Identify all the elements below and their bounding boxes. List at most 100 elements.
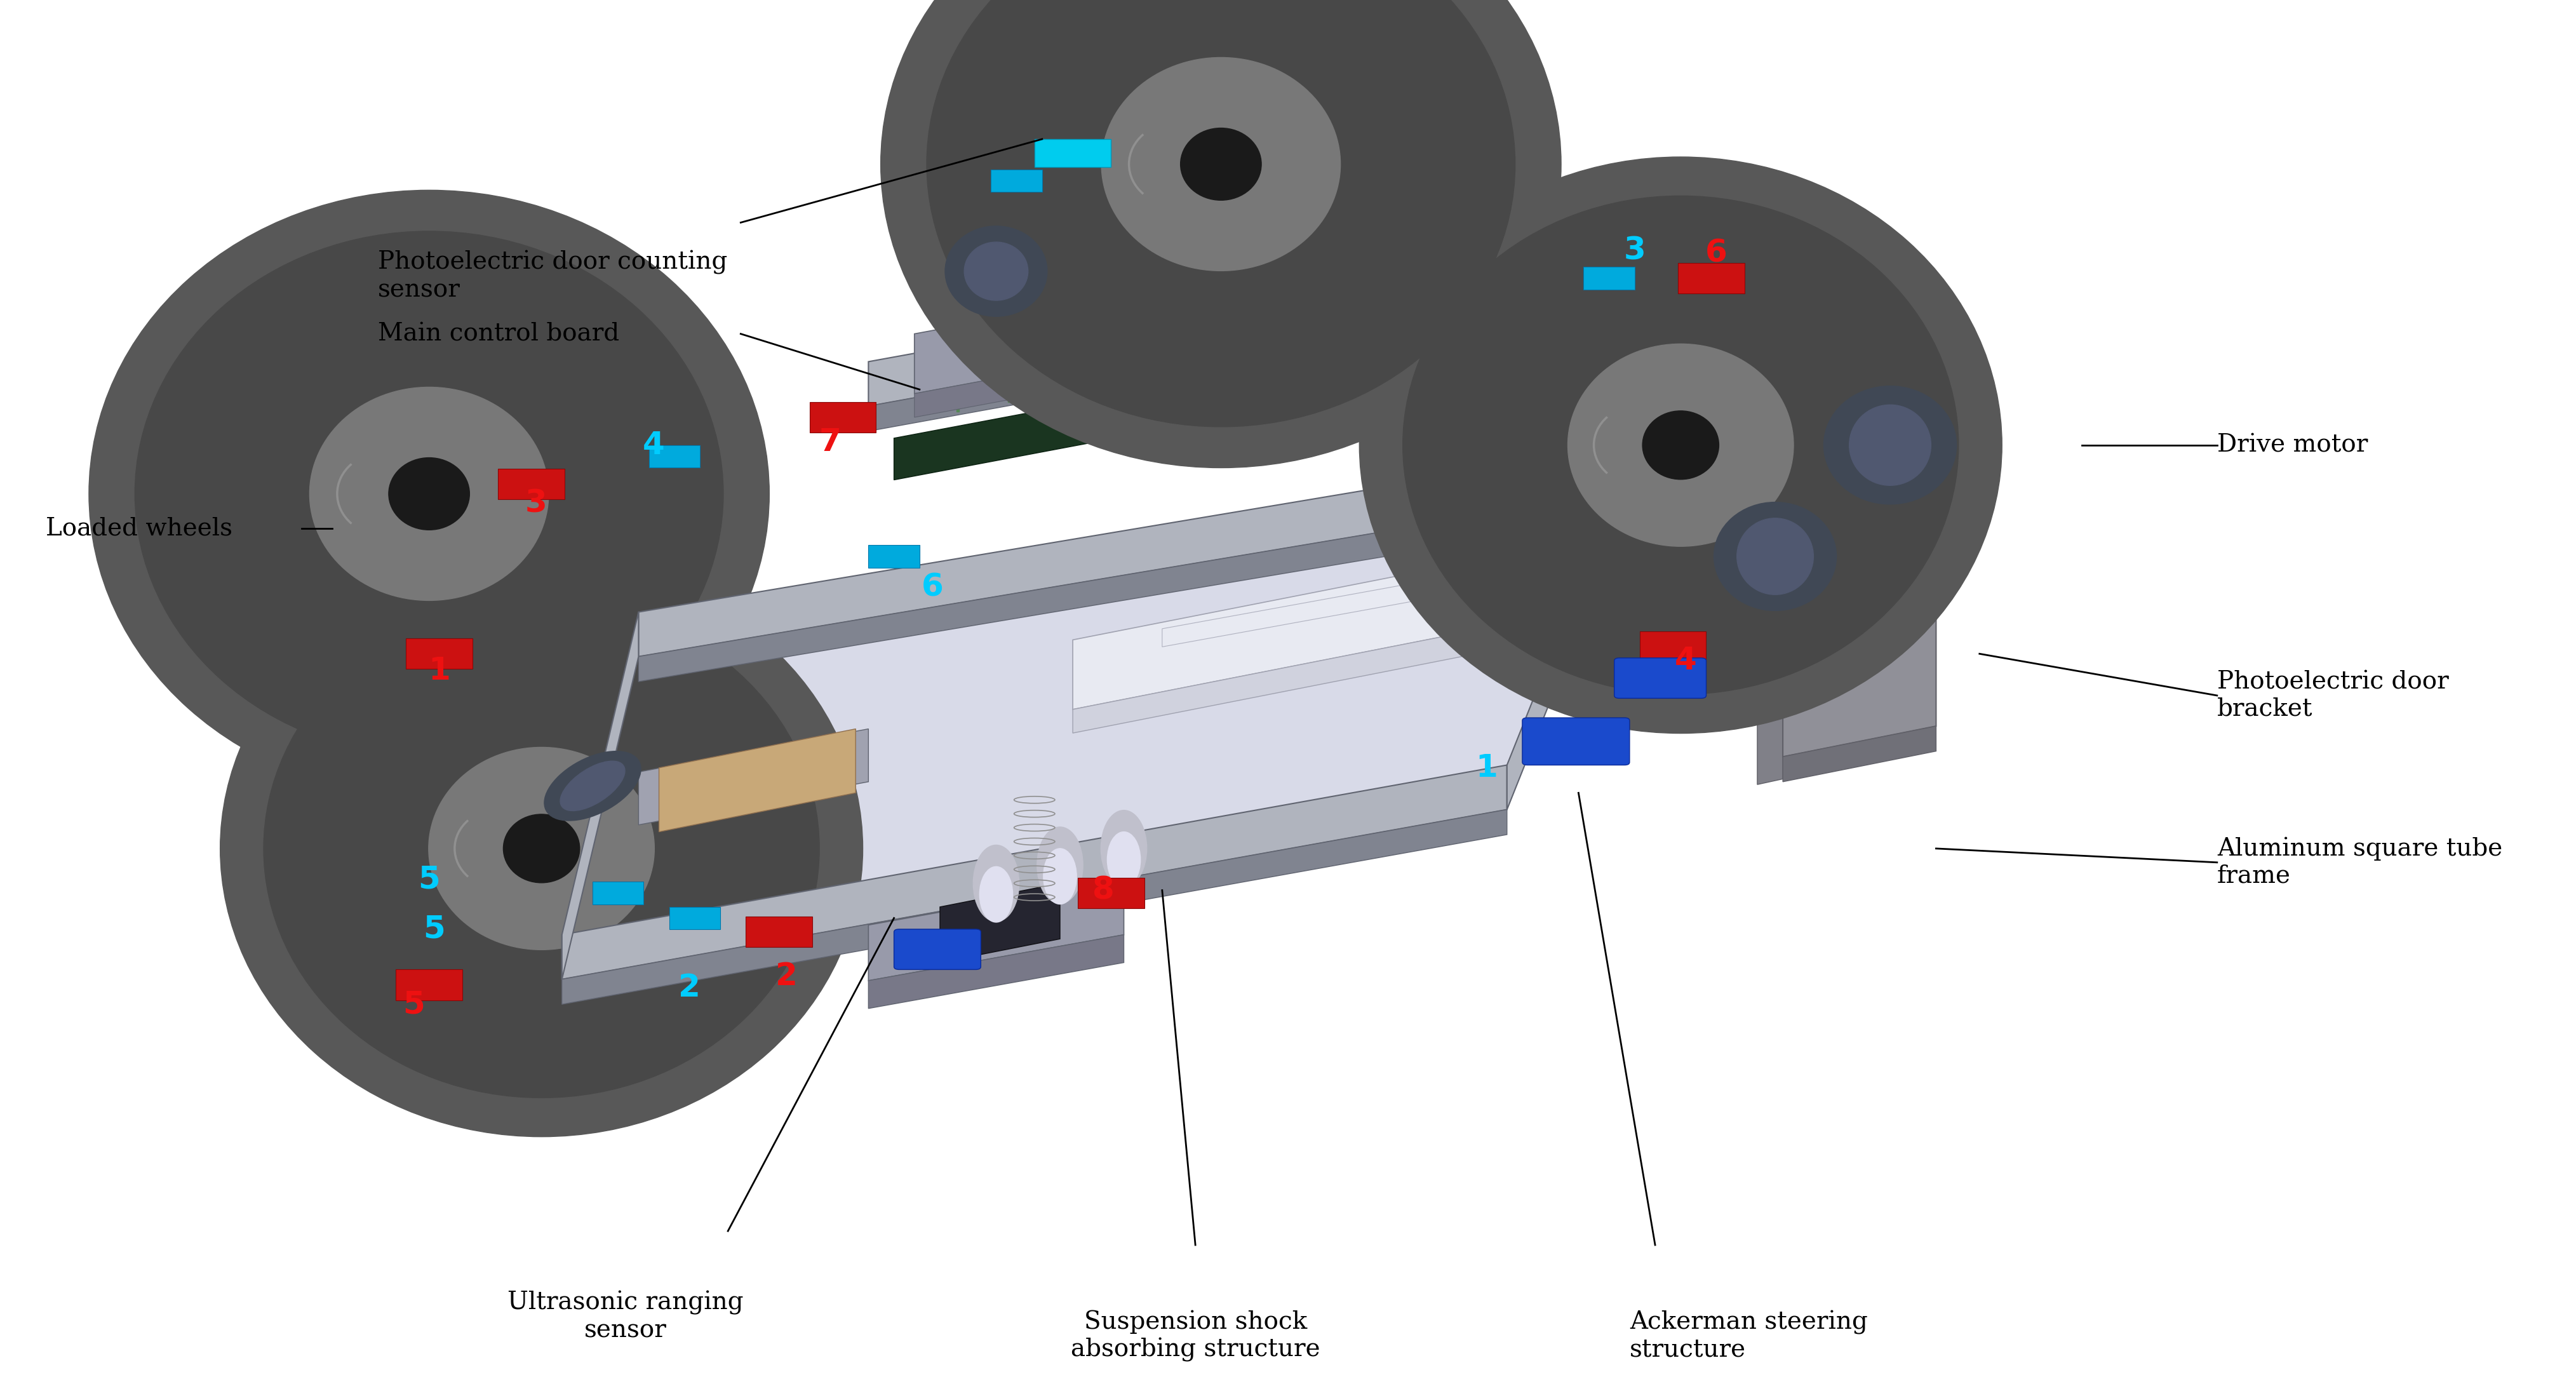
Polygon shape	[1072, 619, 1533, 733]
Polygon shape	[1533, 540, 1574, 643]
Ellipse shape	[927, 0, 1515, 427]
Ellipse shape	[1180, 128, 1262, 200]
Text: Aluminum square tube
frame: Aluminum square tube frame	[2218, 837, 2501, 887]
Bar	[992, 170, 1043, 192]
Bar	[670, 907, 721, 929]
Polygon shape	[894, 376, 1226, 480]
Ellipse shape	[1850, 405, 1932, 485]
Polygon shape	[868, 223, 1636, 406]
Polygon shape	[971, 266, 1584, 325]
Ellipse shape	[1103, 57, 1340, 271]
Polygon shape	[562, 612, 639, 979]
Bar	[1077, 878, 1144, 908]
Text: 5: 5	[417, 864, 440, 894]
Polygon shape	[914, 271, 1252, 394]
Ellipse shape	[945, 227, 1048, 317]
Polygon shape	[971, 282, 1584, 342]
Text: Suspension shock
absorbing structure: Suspension shock absorbing structure	[1072, 1310, 1319, 1362]
Ellipse shape	[263, 600, 819, 1097]
Text: Photoelectric door
bracket: Photoelectric door bracket	[2218, 670, 2450, 721]
Polygon shape	[1597, 556, 1839, 664]
Ellipse shape	[428, 747, 654, 950]
Ellipse shape	[219, 561, 863, 1136]
Text: Loaded wheels: Loaded wheels	[46, 517, 232, 540]
Bar	[497, 469, 564, 499]
Text: 6: 6	[1705, 238, 1728, 268]
Ellipse shape	[245, 330, 613, 658]
Ellipse shape	[1713, 502, 1837, 611]
Text: Photoelectric door counting
sensor: Photoelectric door counting sensor	[379, 250, 726, 302]
Ellipse shape	[368, 693, 716, 1004]
Text: Ackerman steering
structure: Ackerman steering structure	[1631, 1310, 1868, 1362]
Text: 2: 2	[775, 961, 799, 992]
Polygon shape	[971, 232, 1584, 292]
Polygon shape	[940, 883, 1059, 963]
Polygon shape	[1507, 445, 1636, 810]
Polygon shape	[971, 299, 1584, 359]
Ellipse shape	[979, 867, 1012, 922]
Polygon shape	[562, 765, 1507, 979]
Polygon shape	[1757, 565, 1783, 785]
FancyBboxPatch shape	[1522, 718, 1631, 765]
Bar	[592, 882, 644, 904]
Text: 4: 4	[644, 430, 665, 460]
Ellipse shape	[90, 191, 770, 797]
Ellipse shape	[134, 231, 724, 757]
Ellipse shape	[1038, 826, 1082, 904]
Bar	[1584, 267, 1636, 289]
Bar	[1538, 729, 1589, 751]
Text: 2: 2	[677, 972, 701, 1003]
Text: 7: 7	[819, 427, 842, 458]
Polygon shape	[868, 267, 1636, 431]
Ellipse shape	[1404, 196, 1958, 694]
Polygon shape	[659, 729, 855, 832]
FancyBboxPatch shape	[1615, 658, 1705, 698]
Bar	[1036, 139, 1110, 167]
Bar	[1641, 632, 1705, 662]
Text: 3: 3	[1623, 235, 1646, 266]
Ellipse shape	[389, 458, 469, 530]
Bar	[407, 638, 471, 669]
Ellipse shape	[1038, 0, 1404, 328]
Bar	[649, 445, 701, 467]
Ellipse shape	[309, 387, 549, 601]
Polygon shape	[742, 782, 1507, 946]
Bar	[809, 402, 876, 433]
Text: 4: 4	[1674, 645, 1698, 676]
Polygon shape	[1610, 415, 1917, 545]
Ellipse shape	[559, 761, 626, 811]
Text: Ultrasonic ranging
sensor: Ultrasonic ranging sensor	[507, 1291, 744, 1342]
Bar	[1677, 263, 1744, 294]
Text: 6: 6	[922, 572, 943, 602]
Polygon shape	[868, 879, 1123, 981]
Polygon shape	[639, 490, 1636, 682]
Polygon shape	[971, 216, 1584, 275]
Ellipse shape	[1736, 519, 1814, 595]
Polygon shape	[1597, 615, 1839, 689]
Bar	[747, 917, 811, 947]
Polygon shape	[639, 729, 868, 825]
FancyBboxPatch shape	[894, 929, 981, 970]
Polygon shape	[567, 466, 1631, 957]
Ellipse shape	[1108, 832, 1141, 887]
Bar	[868, 545, 920, 568]
Polygon shape	[1072, 549, 1533, 709]
Text: Drive motor: Drive motor	[2218, 434, 2367, 456]
Ellipse shape	[974, 846, 1020, 922]
Ellipse shape	[1100, 810, 1146, 887]
Text: 8: 8	[1092, 875, 1115, 906]
Ellipse shape	[1507, 289, 1855, 601]
Ellipse shape	[1569, 344, 1793, 547]
Ellipse shape	[544, 751, 641, 821]
Text: 5: 5	[422, 914, 446, 944]
Text: 5: 5	[402, 989, 425, 1020]
Bar	[397, 970, 461, 1000]
Polygon shape	[868, 935, 1123, 1008]
Ellipse shape	[1824, 387, 1958, 505]
Text: 1: 1	[1476, 753, 1497, 783]
Ellipse shape	[881, 0, 1561, 467]
Polygon shape	[1783, 726, 1937, 782]
Polygon shape	[1783, 570, 1937, 757]
Polygon shape	[914, 331, 1252, 417]
Polygon shape	[639, 445, 1636, 657]
